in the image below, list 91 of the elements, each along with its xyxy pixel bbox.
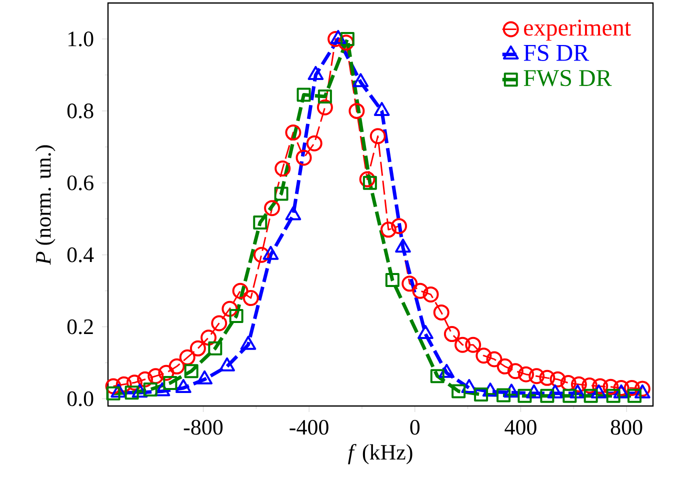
x-tick-label: 800 [610, 420, 642, 435]
point [222, 300, 238, 317]
point [340, 32, 354, 46]
point [264, 200, 280, 216]
y-tick-label: 0.2 [67, 319, 93, 334]
y-axis-title: P (norm. un.) [35, 145, 56, 265]
point [253, 215, 268, 230]
point [486, 351, 502, 368]
legend-label: FS DR [524, 44, 590, 61]
point [318, 90, 332, 104]
legend-label: FWS DR [524, 70, 612, 86]
point [106, 386, 120, 400]
point [359, 171, 376, 188]
point [570, 376, 587, 392]
point [496, 358, 513, 374]
point [126, 374, 142, 391]
y-tick-label: 1.0 [68, 32, 94, 46]
x-axis-title: f (kHz) [348, 444, 412, 464]
point [316, 99, 333, 116]
point [362, 176, 377, 190]
point [285, 124, 302, 141]
point [232, 282, 248, 299]
point [105, 378, 122, 394]
point [430, 369, 444, 384]
point [476, 348, 492, 364]
point [370, 128, 386, 144]
point [179, 349, 196, 366]
point [606, 388, 620, 403]
point [143, 382, 158, 396]
point [137, 371, 154, 388]
point [507, 363, 524, 380]
point [229, 309, 244, 324]
point [422, 286, 439, 302]
point [306, 135, 322, 152]
point [200, 330, 217, 346]
point [328, 30, 344, 47]
point [496, 388, 511, 402]
point [184, 364, 198, 378]
point [474, 387, 488, 402]
x-tick-label: -800 [184, 420, 223, 435]
y-tick-label: 0.4 [67, 247, 94, 262]
point [518, 388, 532, 403]
x-tick-label: 400 [504, 420, 536, 435]
point [274, 186, 288, 201]
point [540, 388, 554, 403]
point [124, 386, 139, 400]
point [624, 380, 640, 396]
legend-label: experiment [524, 20, 631, 41]
point [402, 276, 418, 292]
point [242, 290, 259, 306]
point [116, 376, 132, 392]
point [539, 370, 556, 386]
point [627, 388, 642, 403]
point [562, 388, 577, 403]
point [380, 222, 396, 238]
point [582, 377, 598, 394]
point [452, 384, 466, 398]
point [296, 150, 312, 166]
point [148, 368, 164, 384]
point [385, 273, 400, 288]
point [348, 102, 365, 119]
point [412, 282, 428, 299]
point [560, 374, 576, 391]
point [444, 326, 460, 342]
point [592, 378, 608, 394]
point [274, 160, 291, 177]
y-tick-label: 0.6 [67, 175, 94, 190]
point [634, 380, 650, 397]
point [433, 304, 450, 320]
point [550, 371, 566, 388]
x-tick-label: -400 [290, 420, 328, 435]
point [454, 336, 471, 353]
point [296, 88, 311, 102]
y-tick-label: 0.8 [67, 103, 94, 118]
point [584, 388, 598, 403]
point [528, 368, 545, 384]
point [338, 34, 354, 51]
x-tick-label: 0 [410, 420, 420, 435]
point [518, 366, 534, 382]
point [602, 378, 619, 395]
point [190, 340, 206, 356]
point [158, 364, 174, 381]
point [208, 341, 222, 356]
point [163, 376, 178, 390]
point [391, 218, 408, 234]
point [253, 246, 270, 263]
point [613, 380, 630, 396]
y-tick-label: 0.0 [67, 391, 94, 406]
point [211, 315, 228, 332]
point [465, 336, 482, 353]
point [168, 358, 185, 374]
